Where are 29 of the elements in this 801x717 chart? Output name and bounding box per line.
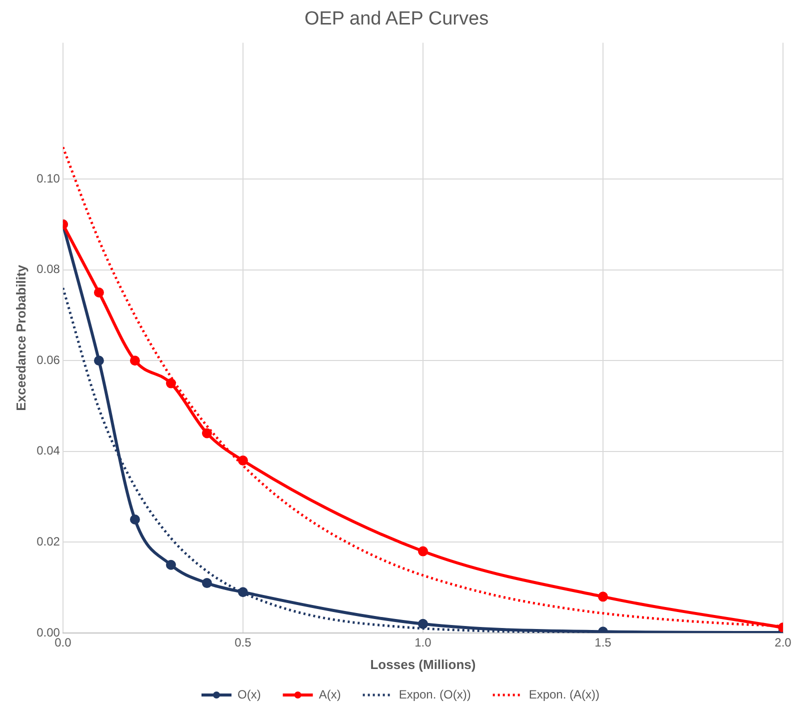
point xyxy=(166,378,176,388)
y-tick-label: 0.02 xyxy=(36,534,60,549)
legend-label: A(x) xyxy=(318,687,341,702)
x-tick-label: 2.0 xyxy=(774,636,792,650)
point xyxy=(202,428,212,438)
x-tick-label: 1.0 xyxy=(414,636,432,650)
point xyxy=(238,455,248,466)
legend-label: Expon. (O(x)) xyxy=(398,687,471,702)
y-tick-label: 0.04 xyxy=(36,444,60,458)
y-tick-label: 0.06 xyxy=(36,352,60,367)
point xyxy=(130,514,140,524)
x-axis-title: Losses (Millions) xyxy=(370,656,476,672)
point xyxy=(418,618,428,629)
point xyxy=(94,356,104,366)
y-tick-label: 0.08 xyxy=(36,262,60,276)
point xyxy=(166,560,176,570)
point xyxy=(130,356,140,366)
point xyxy=(598,592,608,602)
x-tick-label: 0.5 xyxy=(234,636,252,650)
chart-title: OEP and AEP Curves xyxy=(304,8,489,30)
legend-label: Expon. (A(x)) xyxy=(528,687,600,702)
y-axis-title: Exceedance Probability xyxy=(13,264,28,411)
x-tick-label: 1.5 xyxy=(594,636,612,650)
point xyxy=(202,578,212,588)
y-tick-label: 0.10 xyxy=(36,171,60,186)
legend-label: O(x) xyxy=(237,687,261,702)
point xyxy=(418,546,428,556)
point xyxy=(238,587,248,598)
point xyxy=(94,288,104,298)
